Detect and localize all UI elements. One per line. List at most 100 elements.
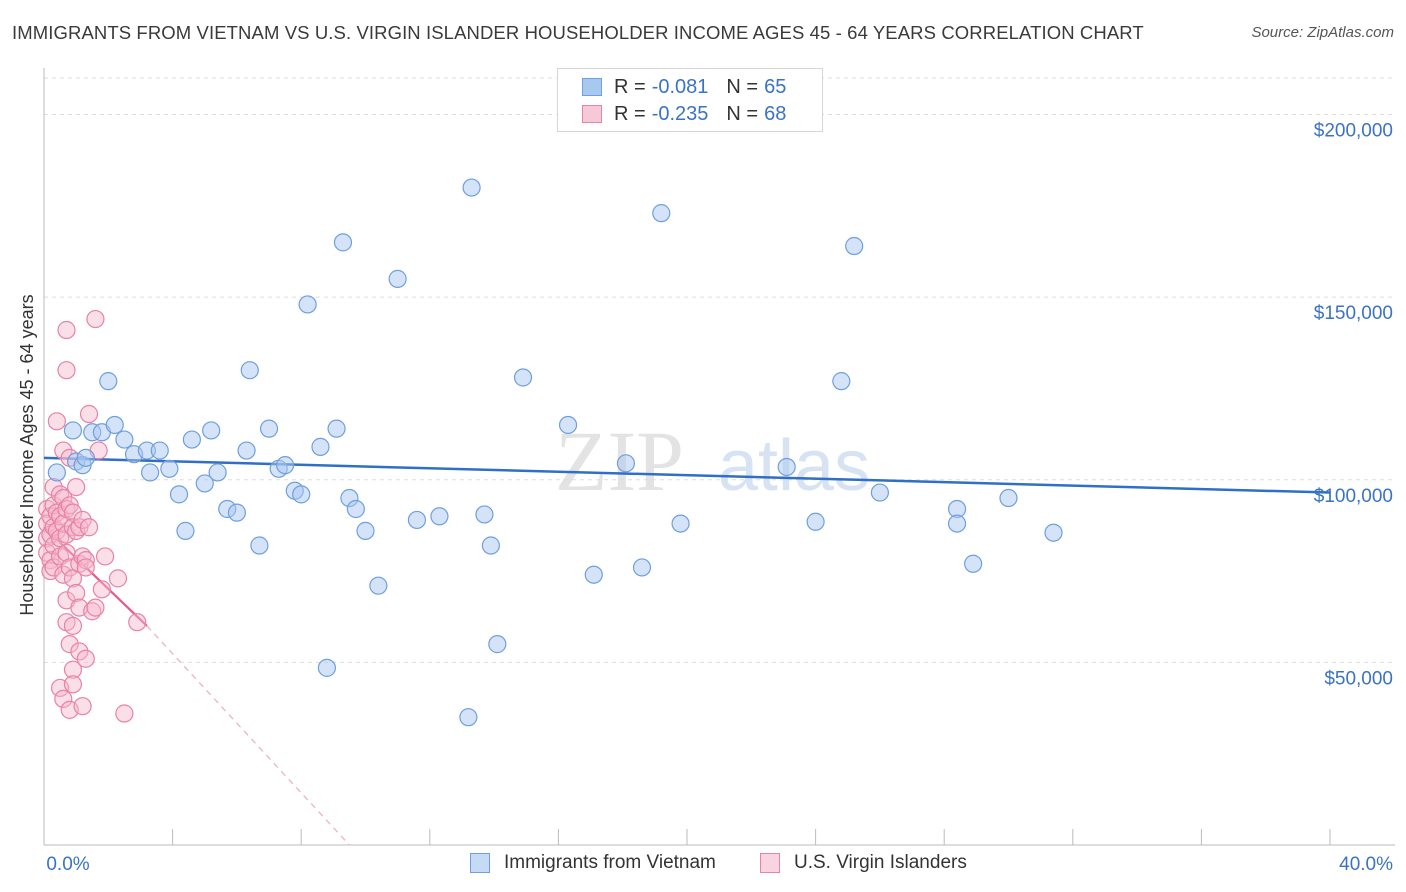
point-virgin-islanders (57, 320, 76, 340)
legend-r-label: R = (614, 102, 646, 125)
legend-row-vietnam: R = -0.081 N = 65 (582, 74, 786, 100)
point-vietnam (481, 536, 500, 555)
point-vietnam (777, 457, 796, 477)
x-tick-label-min: 0.0% (46, 854, 89, 875)
point-vietnam (276, 456, 295, 475)
point-vietnam (652, 204, 671, 223)
trend-line-vietnam (43, 456, 1331, 494)
point-vietnam (832, 372, 851, 391)
point-vietnam (237, 441, 256, 460)
x-tick-labels: 0.0% 40.0% (46, 854, 1393, 875)
point-vietnam (558, 415, 578, 435)
series-label-vietnam: Immigrants from Vietnam (504, 852, 716, 873)
legend-r-value-virgin-islanders: -0.235 (651, 102, 709, 125)
point-vietnam (870, 483, 890, 502)
trend-lines (43, 456, 1331, 846)
point-vietnam (806, 512, 825, 531)
point-vietnam (388, 269, 407, 288)
point-vietnam (76, 448, 95, 467)
legend-r-label: R = (614, 75, 646, 98)
point-virgin-islanders (54, 565, 73, 584)
point-vietnam (671, 514, 690, 533)
point-vietnam (240, 361, 259, 380)
point-virgin-islanders (95, 547, 115, 566)
trend-line-virgin-islanders (43, 526, 148, 627)
y-tick-labels: $50,000 $100,000 $150,000 $200,000 (1314, 121, 1393, 690)
series-swatch-blue (470, 853, 490, 873)
series-legend-vietnam: Immigrants from Vietnam (470, 852, 716, 874)
point-virgin-islanders (63, 675, 83, 694)
point-vietnam (999, 488, 1018, 508)
point-vietnam (327, 419, 346, 438)
point-vietnam (475, 505, 494, 524)
point-virgin-islanders (79, 518, 99, 537)
point-vietnam (160, 459, 179, 478)
trend-line-virgin-islanders-extrapolated (146, 625, 350, 846)
point-vietnam (202, 421, 221, 440)
point-vietnam (462, 178, 481, 197)
series-vietnam-points (47, 178, 1063, 727)
y-axis-label: Householder Income Ages 45 - 64 years (17, 294, 37, 615)
point-virgin-islanders (67, 583, 86, 603)
y-tick-label: $150,000 (1314, 303, 1393, 324)
legend-n-label: N = (726, 102, 759, 125)
axes (43, 68, 1395, 846)
point-vietnam (169, 485, 189, 504)
legend-n-value-vietnam: 65 (764, 75, 787, 98)
point-virgin-islanders (92, 580, 111, 599)
point-virgin-islanders (86, 598, 105, 617)
point-virgin-islanders (76, 649, 95, 668)
point-virgin-islanders (60, 558, 79, 577)
series-virgin-islanders-points (38, 309, 147, 723)
point-virgin-islanders (108, 569, 128, 588)
point-vietnam (259, 419, 279, 438)
point-vietnam (150, 441, 169, 460)
point-virgin-islanders (76, 551, 95, 570)
series-legend-virgin-islanders: U.S. Virgin Islanders (760, 852, 967, 874)
point-virgin-islanders (47, 412, 66, 431)
point-vietnam (317, 658, 337, 677)
point-vietnam (176, 521, 195, 540)
point-vietnam (369, 576, 388, 595)
point-vietnam (430, 507, 449, 526)
point-vietnam (584, 565, 603, 584)
point-virgin-islanders (73, 697, 92, 716)
point-vietnam (459, 708, 478, 727)
point-virgin-islanders (73, 510, 92, 530)
series-label-virgin-islanders: U.S. Virgin Islanders (794, 852, 967, 873)
point-vietnam (845, 236, 864, 256)
point-vietnam (1044, 523, 1063, 542)
point-vietnam (298, 295, 317, 314)
point-virgin-islanders (57, 361, 76, 380)
point-vietnam (182, 430, 201, 449)
point-virgin-islanders (128, 613, 147, 632)
point-vietnam (292, 485, 311, 504)
point-virgin-islanders (54, 488, 73, 508)
point-vietnam (99, 372, 118, 391)
point-vietnam (346, 499, 365, 519)
correlation-legend: R = -0.081 N = 65 R = -0.235 N = 68 (557, 68, 823, 132)
y-tick-label: $200,000 (1314, 121, 1393, 142)
point-vietnam (208, 463, 227, 482)
point-virgin-islanders (86, 309, 105, 329)
point-vietnam (250, 536, 269, 555)
point-virgin-islanders (67, 477, 86, 497)
point-vietnam (616, 454, 636, 473)
point-virgin-islanders (70, 642, 89, 661)
legend-n-value-virgin-islanders: 68 (764, 102, 787, 125)
point-vietnam (333, 233, 353, 252)
point-virgin-islanders (63, 660, 83, 679)
legend-r-value-vietnam: -0.081 (651, 75, 709, 98)
point-virgin-islanders (60, 635, 79, 654)
legend-n-label: N = (726, 75, 759, 98)
point-vietnam (63, 421, 83, 440)
point-virgin-islanders (44, 558, 63, 577)
point-virgin-islanders (76, 558, 95, 577)
y-tick-label: $50,000 (1324, 668, 1393, 689)
point-vietnam (964, 554, 983, 573)
x-tick-label-max: 40.0% (1339, 854, 1393, 875)
point-virgin-islanders (54, 689, 73, 709)
source-attribution: Source: ZipAtlas.com (1251, 24, 1394, 41)
point-vietnam (488, 635, 507, 654)
